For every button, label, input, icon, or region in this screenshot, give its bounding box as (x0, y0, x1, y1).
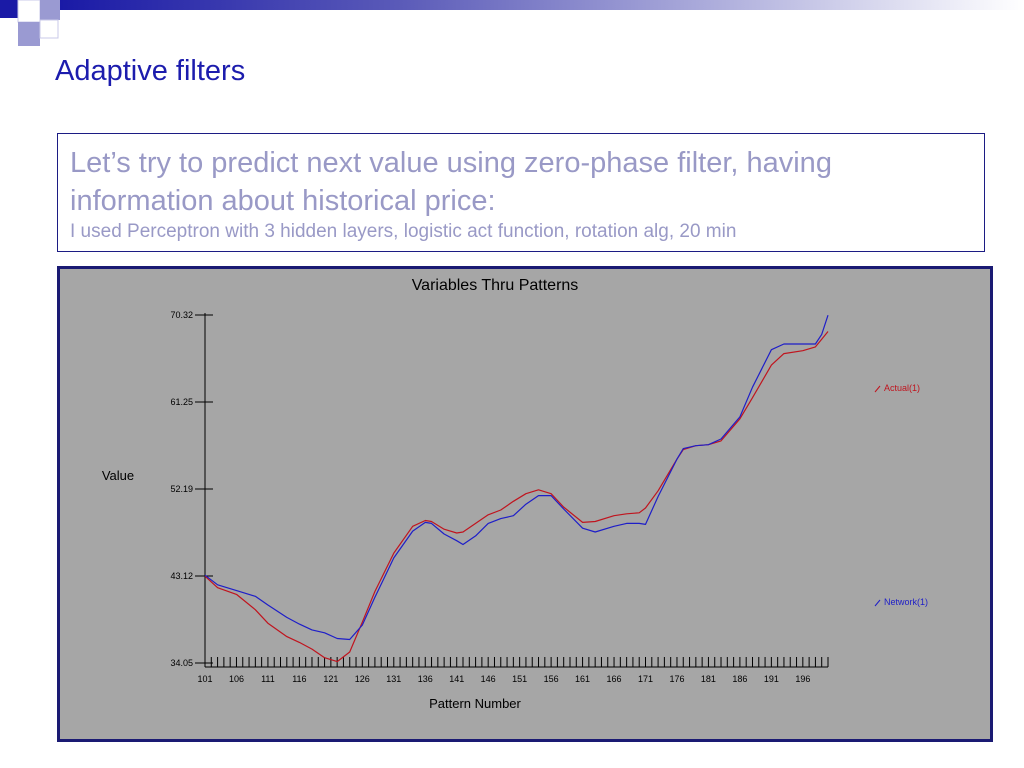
y-axis-label: Value (102, 468, 134, 483)
x-tick-label: 196 (795, 674, 810, 684)
x-tick-label: 176 (669, 674, 684, 684)
slide-title: Adaptive filters (55, 55, 246, 87)
x-tick-label: 116 (292, 674, 306, 684)
legend-label-network: Network(1) (884, 597, 928, 607)
deco-square-light-2 (18, 22, 40, 46)
top-band-graphic (0, 0, 1024, 46)
y-tick-label: 43.12 (170, 571, 193, 581)
x-tick-label: 131 (386, 674, 401, 684)
description-line-2: information about historical price: (70, 185, 496, 217)
description-line-1: Let’s try to predict next value using ze… (70, 147, 832, 179)
x-tick-label: 156 (544, 674, 559, 684)
deco-square-white-2 (39, 19, 59, 39)
top-decoration-band (0, 0, 1024, 46)
x-tick-label: 136 (418, 674, 433, 684)
x-tick-label: 186 (732, 674, 747, 684)
series-line-network (204, 315, 829, 641)
line-chart: Variables Thru Patterns 70.32 61.25 52.19 43… (102, 277, 928, 711)
gradient-bar (60, 0, 1024, 10)
x-tick-label: 111 (261, 674, 275, 684)
legend-swatch-network (874, 599, 881, 607)
chart-frame: Variables Thru Patterns 70.32 61.25 52.19 43… (57, 266, 993, 742)
y-tick-label: 52.19 (170, 484, 193, 494)
x-tick-label: 146 (481, 674, 496, 684)
x-tick-label: 166 (607, 674, 622, 684)
x-tick-label: 161 (575, 674, 590, 684)
x-tick-label: 106 (229, 674, 244, 684)
x-tick-label: 101 (197, 674, 212, 684)
x-tick-label: 171 (638, 674, 653, 684)
x-tick-label: 126 (355, 674, 370, 684)
legend-label-actual: Actual(1) (884, 383, 920, 393)
x-tick-label: 121 (323, 674, 338, 684)
deco-square-dark (0, 0, 18, 18)
legend-swatch-actual (874, 385, 881, 393)
series-line-actual (204, 331, 829, 663)
x-tick-label: 191 (764, 674, 779, 684)
y-tick-label: 34.05 (170, 658, 193, 668)
x-axis-label: Pattern Number (429, 696, 521, 711)
description-line-3: I used Perceptron with 3 hidden layers, … (70, 221, 737, 242)
y-tick-label: 70.32 (170, 310, 193, 320)
chart-title: Variables Thru Patterns (412, 277, 579, 294)
deco-square-white (17, 0, 41, 23)
x-tick-label: 181 (701, 674, 716, 684)
x-tick-label: 141 (449, 674, 464, 684)
x-tick-label: 151 (512, 674, 527, 684)
y-tick-label: 61.25 (170, 397, 193, 407)
deco-square-light (40, 0, 60, 20)
description-textbox: Let’s try to predict next value using ze… (57, 133, 985, 252)
